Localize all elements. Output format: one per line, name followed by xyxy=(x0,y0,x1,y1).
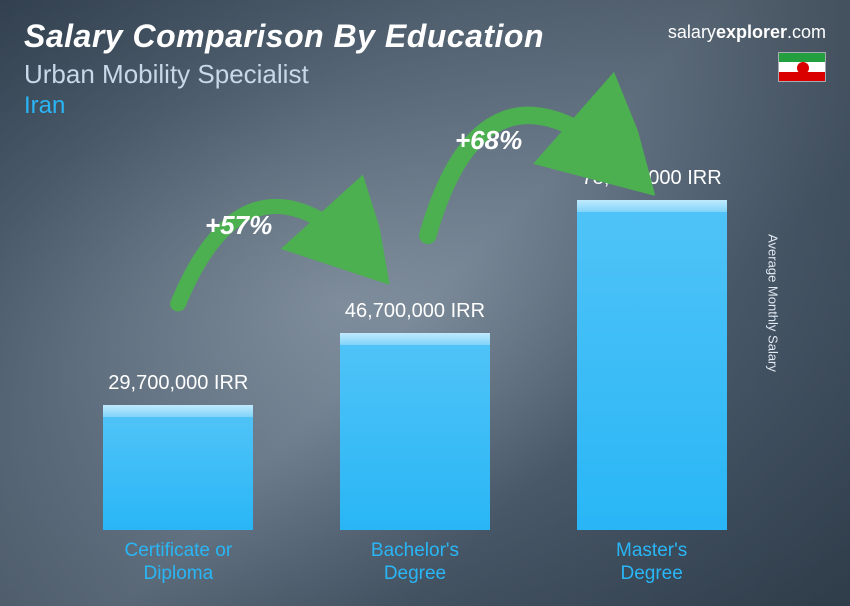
bar-label-1: Bachelor's Degree xyxy=(371,540,459,586)
bar-chart: 29,700,000 IRR Certificate or Diploma 46… xyxy=(60,150,770,586)
flag-emblem-icon xyxy=(797,62,809,74)
bar-value-1: 46,700,000 IRR xyxy=(345,300,485,323)
brand-part3: .com xyxy=(787,22,826,42)
bar-group-0: 29,700,000 IRR Certificate or Diploma xyxy=(78,372,278,586)
chart-subtitle: Urban Mobility Specialist xyxy=(24,59,826,90)
bar-1 xyxy=(340,333,490,530)
bar-group-1: 46,700,000 IRR Bachelor's Degree xyxy=(315,300,515,586)
increase-label-0: +57% xyxy=(205,210,272,241)
bar-value-2: 78,300,000 IRR xyxy=(582,167,722,190)
bar-0 xyxy=(103,405,253,530)
chart-country: Iran xyxy=(24,92,826,120)
flag-stripe-top xyxy=(779,53,825,62)
brand-logo: salaryexplorer.com xyxy=(668,22,826,43)
bar-value-0: 29,700,000 IRR xyxy=(108,372,248,395)
bar-2 xyxy=(577,200,727,530)
country-flag-icon xyxy=(778,52,826,82)
brand-part1: salary xyxy=(668,22,716,42)
increase-label-1: +68% xyxy=(455,125,522,156)
bar-group-2: 78,300,000 IRR Master's Degree xyxy=(552,167,752,586)
bar-label-2: Master's Degree xyxy=(616,540,687,586)
bar-label-0: Certificate or Diploma xyxy=(124,540,232,586)
brand-part2: explorer xyxy=(716,22,787,42)
